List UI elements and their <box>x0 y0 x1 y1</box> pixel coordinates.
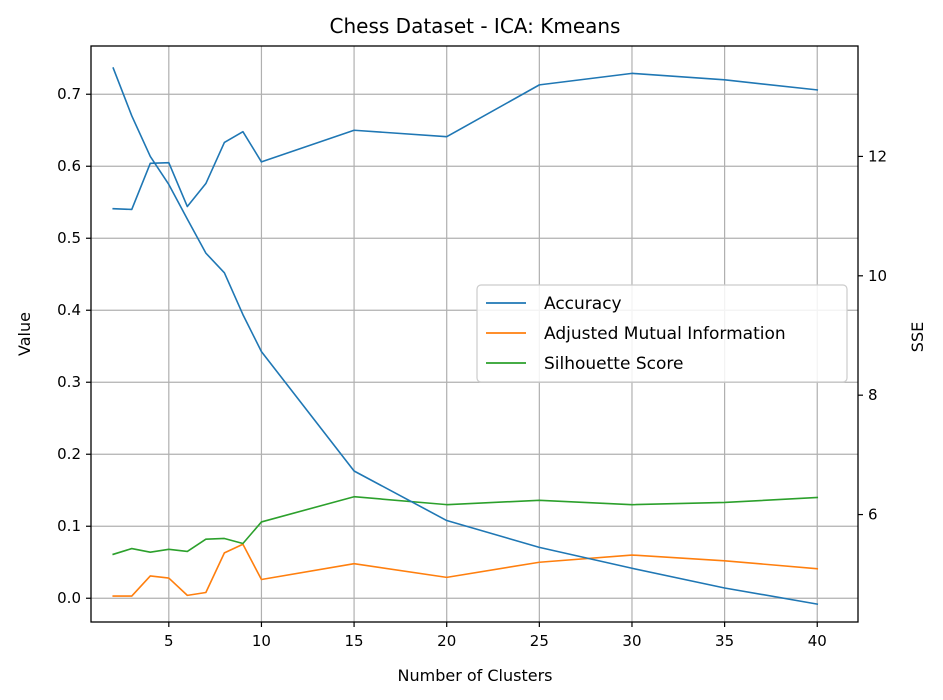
y-tick-label: 0.2 <box>57 445 81 463</box>
x-axis-label: Number of Clusters <box>398 666 553 685</box>
legend-label-silhouette-score: Silhouette Score <box>544 354 683 374</box>
x-tick-label: 25 <box>530 632 549 650</box>
y-tick-label: 0.1 <box>57 517 81 535</box>
series-line-adjusted-mutual-information <box>112 543 819 597</box>
y-tick-label: 0.5 <box>57 229 81 247</box>
y-tick-label: 0.3 <box>57 373 81 391</box>
y2-tick-label: 12 <box>868 147 887 165</box>
x-tick-label: 35 <box>715 632 734 650</box>
x-tick-label: 15 <box>345 632 364 650</box>
y2-tick-label: 6 <box>868 506 878 524</box>
tick-layer: 5 10 15 20 25 30 35 40 0.0 0.1 0.2 0.3 0.4 0.5 0.6 0.7 6… <box>57 85 887 650</box>
y-tick-label: 0.4 <box>57 301 81 319</box>
y-axis-label: Value <box>15 312 34 356</box>
y-tick-label: 0.0 <box>57 589 81 607</box>
x-tick-label: 30 <box>622 632 641 650</box>
x-tick-label: 40 <box>808 632 827 650</box>
x-tick-label: 20 <box>437 632 456 650</box>
series-line-silhouette-score <box>112 495 819 556</box>
y2-axis-label: SSE <box>908 322 927 352</box>
legend-label-adjusted-mutual-information: Adjusted Mutual Information <box>544 324 786 344</box>
y-tick-label: 0.7 <box>57 85 81 103</box>
y-tick-label: 0.6 <box>57 157 81 175</box>
chart-title: Chess Dataset - ICA: Kmeans <box>330 14 621 38</box>
y2-tick-label: 8 <box>868 386 878 404</box>
series-line-accuracy <box>112 72 819 211</box>
legend-label-accuracy: Accuracy <box>544 294 622 314</box>
y2-tick-label: 10 <box>868 267 887 285</box>
legend: Accuracy Adjusted Mutual Information Silho… <box>476 284 848 383</box>
legend-box <box>476 284 848 383</box>
series-layer <box>112 67 819 606</box>
plot-frame <box>90 45 859 623</box>
x-tick-label: 5 <box>164 632 174 650</box>
x-tick-label: 10 <box>252 632 271 650</box>
series-line-sse <box>112 67 819 606</box>
legend-items: Accuracy Adjusted Mutual Information Silho… <box>486 294 786 374</box>
